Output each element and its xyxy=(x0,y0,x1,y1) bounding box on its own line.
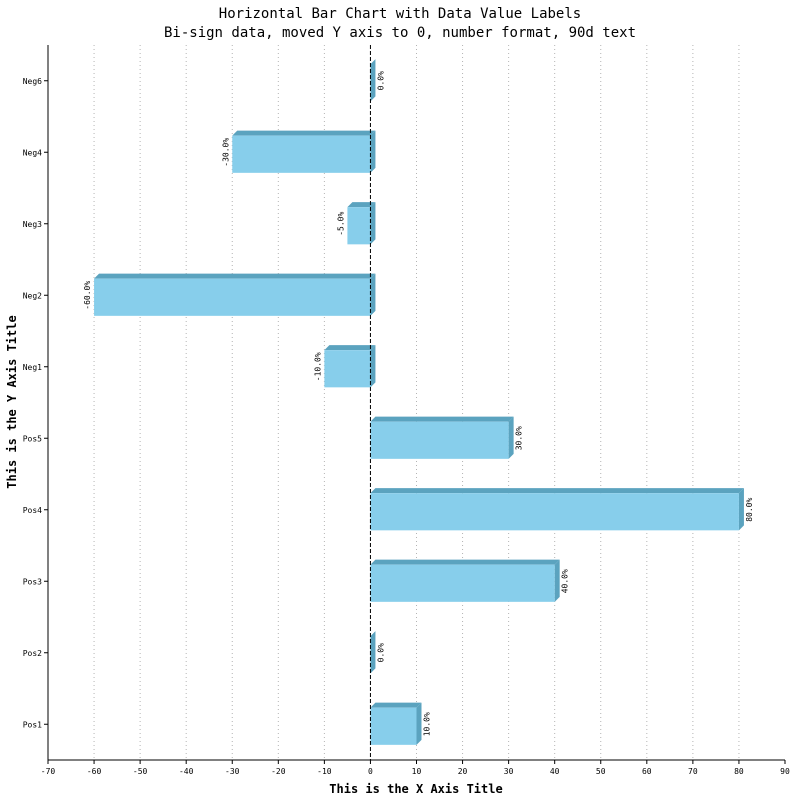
bar xyxy=(232,135,371,173)
x-tick-label: 80 xyxy=(734,767,744,776)
bar-top xyxy=(370,416,514,422)
bar-top xyxy=(94,273,376,279)
data-label: 30.0% xyxy=(515,426,524,450)
y-tick-label: Pos3 xyxy=(23,577,42,586)
x-tick-label: 40 xyxy=(550,767,560,776)
bar-side xyxy=(370,130,376,173)
bars: 10.0% 0.0% 40.0% 80.0% 30.0% -10.0% -60.0% -5.0… xyxy=(83,59,754,745)
y-tick-label: Neg6 xyxy=(23,77,42,86)
bar-top xyxy=(370,702,422,708)
bar-side xyxy=(370,273,376,316)
x-tick-label: 30 xyxy=(504,767,514,776)
axes: -70 -60 -50 -40 -30 -20 -10 0 10 20 30 40 50 60 70 80 90… xyxy=(23,45,790,776)
x-tick-label: 0 xyxy=(368,767,373,776)
bar-side xyxy=(370,631,376,674)
bar-side xyxy=(370,345,376,388)
bar-group: -60.0% xyxy=(83,273,376,316)
bar-group: 0.0% xyxy=(370,631,385,674)
y-axis-title: This is the Y Axis Title xyxy=(5,315,19,488)
bar xyxy=(324,350,371,388)
x-tick-label: 90 xyxy=(780,767,790,776)
x-tick-label: -40 xyxy=(179,767,194,776)
bar xyxy=(347,207,371,245)
bar-group: 80.0% xyxy=(370,488,754,531)
chart-subtitle: Bi-sign data, moved Y axis to 0, number … xyxy=(164,25,636,41)
y-tick-label: Pos5 xyxy=(23,434,42,443)
bar-side xyxy=(370,59,376,102)
data-label: -60.0% xyxy=(83,281,92,310)
bar-top xyxy=(232,130,376,136)
data-label: 40.0% xyxy=(561,569,570,593)
bar-side xyxy=(508,416,514,459)
bar xyxy=(370,707,417,745)
x-tick-label: 50 xyxy=(596,767,606,776)
bar-side xyxy=(370,202,376,245)
chart-title: Horizontal Bar Chart with Data Value Lab… xyxy=(219,6,581,22)
bar-group: 30.0% xyxy=(370,416,524,459)
y-tick-label: Pos4 xyxy=(23,506,42,515)
x-tick-label: -10 xyxy=(317,767,332,776)
data-label: -30.0% xyxy=(221,138,230,167)
bar-group: 0.0% xyxy=(370,59,385,102)
x-tick-label: -70 xyxy=(41,767,56,776)
bar-group: -10.0% xyxy=(313,345,376,388)
x-tick-label: -50 xyxy=(133,767,148,776)
data-label: -5.0% xyxy=(336,212,345,236)
bar xyxy=(370,493,739,531)
bar-top xyxy=(324,345,376,351)
bar-side xyxy=(554,559,560,602)
bar-group: -5.0% xyxy=(336,202,376,245)
bar xyxy=(370,564,555,602)
bar-side xyxy=(738,488,744,531)
bar-top xyxy=(347,202,376,208)
x-tick-label: 60 xyxy=(642,767,652,776)
x-tick-label: -20 xyxy=(271,767,286,776)
data-label: 10.0% xyxy=(423,712,432,736)
bar-group: 40.0% xyxy=(370,559,570,602)
data-label: 0.0% xyxy=(376,643,385,662)
x-axis-title: This is the X Axis Title xyxy=(329,782,502,796)
x-tick-label: -60 xyxy=(87,767,102,776)
bar-top xyxy=(370,488,744,494)
y-tick-label: Neg2 xyxy=(23,291,42,300)
bar-top xyxy=(370,559,560,565)
x-tick-label: 10 xyxy=(412,767,422,776)
data-label: 0.0% xyxy=(376,71,385,90)
x-tick-label: 70 xyxy=(688,767,698,776)
y-tick-label: Neg4 xyxy=(23,148,42,157)
y-tick-label: Neg1 xyxy=(23,363,42,372)
data-label: 80.0% xyxy=(745,498,754,522)
bar xyxy=(370,421,509,459)
grid-lines xyxy=(93,45,740,760)
x-tick-label: 20 xyxy=(458,767,468,776)
data-label: -10.0% xyxy=(313,352,322,381)
bar xyxy=(94,278,371,316)
bar-group: -30.0% xyxy=(221,130,376,173)
y-tick-label: Pos2 xyxy=(23,649,42,658)
y-tick-label: Pos1 xyxy=(23,720,42,729)
bar-side xyxy=(416,702,422,745)
x-tick-label: -30 xyxy=(225,767,240,776)
y-tick-label: Neg3 xyxy=(23,220,42,229)
bar-group: 10.0% xyxy=(370,702,432,745)
